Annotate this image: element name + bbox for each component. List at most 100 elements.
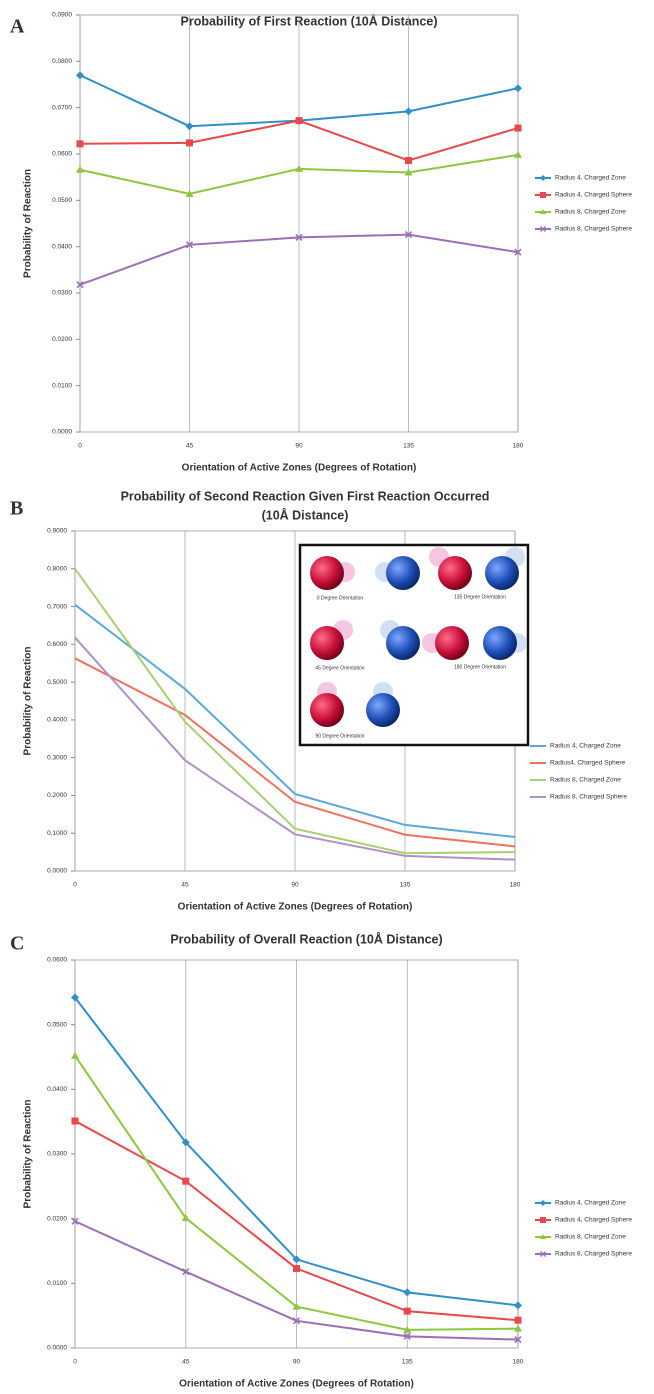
y-axis-title: Probability of Reaction [23, 647, 34, 756]
x-tick-label: 90 [293, 1359, 301, 1366]
marker [186, 139, 193, 147]
marker [185, 241, 194, 249]
y-tick-label: 0.0800 [52, 58, 72, 65]
x-tick-label: 135 [402, 1359, 413, 1366]
sphere [310, 626, 344, 660]
y-tick-label: 0.6000 [47, 641, 67, 648]
y-tick-label: 0.4000 [47, 717, 67, 724]
legend-label: Radius 4, Charged Sphere [555, 192, 632, 199]
panel-label: C [10, 933, 24, 955]
chart: C Probability of Overall Reaction (10Å Di… [10, 931, 632, 1389]
legend-label: Radius 4, Charged Zone [550, 743, 621, 750]
marker [292, 1317, 301, 1325]
legend-label: Radius 8, Charged Sphere [555, 226, 632, 233]
marker [295, 117, 303, 125]
marker [514, 124, 522, 132]
panel-label: A [10, 16, 25, 38]
series-line [74, 603, 516, 838]
inset-caption: 45 Degree Orientation [315, 665, 364, 671]
marker [76, 71, 84, 80]
y-tick-label: 0.0000 [47, 868, 67, 875]
series-line [74, 636, 516, 861]
y-tick-label: 0.5000 [47, 679, 67, 686]
marker [295, 233, 303, 241]
legend-label: Radius 8, Charged Zone [550, 777, 621, 784]
legend-marker [540, 1200, 546, 1206]
marker [514, 248, 522, 256]
series-line [74, 657, 516, 848]
y-tick-label: 0.7000 [47, 603, 67, 610]
marker [514, 84, 522, 93]
marker [293, 1264, 300, 1272]
y-tick-label: 0.0600 [47, 957, 67, 964]
marker [76, 281, 84, 289]
y-axis-title: Probability of Reaction [23, 169, 34, 278]
sphere [438, 556, 472, 590]
x-tick-label: 180 [513, 1359, 524, 1366]
marker [514, 1316, 522, 1324]
x-tick-label: 45 [182, 1359, 190, 1366]
marker [181, 1214, 190, 1222]
x-tick-label: 90 [291, 882, 299, 889]
y-tick-label: 0.0000 [47, 1345, 67, 1352]
y-tick-label: 0.0200 [47, 1215, 67, 1222]
x-tick-label: 45 [186, 443, 194, 450]
marker [403, 1307, 411, 1315]
legend-marker [540, 209, 546, 214]
x-tick-label: 180 [510, 882, 521, 889]
legend-marker [540, 1251, 546, 1257]
y-tick-label: 0.0000 [52, 429, 72, 436]
y-tick-label: 0.1000 [47, 830, 67, 837]
sphere [310, 556, 344, 590]
y-tick-label: 0.0100 [47, 1280, 67, 1287]
marker [514, 1336, 522, 1344]
marker [185, 189, 194, 197]
x-tick-label: 0 [78, 443, 82, 450]
y-tick-label: 0.2000 [47, 792, 67, 799]
y-tick-label: 0.3000 [47, 754, 67, 761]
legend-label: Radius4, Charged Sphere [550, 760, 626, 767]
y-tick-label: 0.9000 [47, 528, 67, 535]
marker [76, 140, 84, 148]
inset-caption: 0 Degree Orientation [317, 595, 364, 601]
sphere [366, 693, 400, 727]
marker [403, 1325, 412, 1333]
chart-title: Probability of First Reaction (10Å Dista… [181, 13, 438, 28]
y-tick-label: 0.0500 [52, 197, 72, 204]
legend-label: Radius 8, Charged Sphere [555, 1251, 632, 1258]
legend-label: Radius 4, Charged Sphere [555, 1217, 632, 1224]
x-tick-label: 0 [73, 882, 77, 889]
x-axis-title: Orientation of Active Zones (Degrees of … [182, 463, 417, 474]
marker [292, 1255, 301, 1264]
marker [403, 1332, 411, 1340]
x-tick-label: 90 [295, 443, 303, 450]
inset-caption: 135 Degree Orientation [454, 594, 506, 600]
y-tick-label: 0.8000 [47, 565, 67, 572]
y-tick-label: 0.0100 [52, 382, 72, 389]
legend-label: Radius 8, Charged Zone [555, 1234, 626, 1241]
plot-frame [79, 14, 519, 433]
sphere [386, 626, 420, 660]
x-axis-title: Orientation of Active Zones (Degrees of … [178, 902, 413, 913]
legend-label: Radius 4, Charged Zone [555, 1200, 626, 1207]
marker [292, 1302, 301, 1310]
y-tick-label: 0.0400 [47, 1086, 67, 1093]
marker [71, 1117, 79, 1125]
inset-caption: 180 Degree Orientation [454, 664, 506, 670]
chart-title: Probability of Second Reaction Given Fir… [121, 489, 490, 503]
inset: 0 Degree Orientation 135 Degree Orientat… [298, 543, 530, 747]
marker [404, 107, 413, 116]
marker [181, 1138, 190, 1147]
sphere [483, 626, 517, 660]
chart: A Probability of First Reaction (10Å Dist… [10, 12, 632, 474]
y-tick-label: 0.0300 [47, 1151, 67, 1158]
marker [514, 1324, 522, 1332]
x-axis-title: Orientation of Active Zones (Degrees of … [179, 1379, 414, 1390]
marker [403, 1288, 412, 1297]
marker [295, 164, 303, 172]
y-tick-label: 0.0900 [52, 12, 72, 19]
x-tick-label: 135 [403, 443, 414, 450]
y-tick-label: 0.0600 [52, 151, 72, 158]
y-tick-label: 0.0500 [47, 1021, 67, 1028]
sphere [386, 556, 420, 590]
